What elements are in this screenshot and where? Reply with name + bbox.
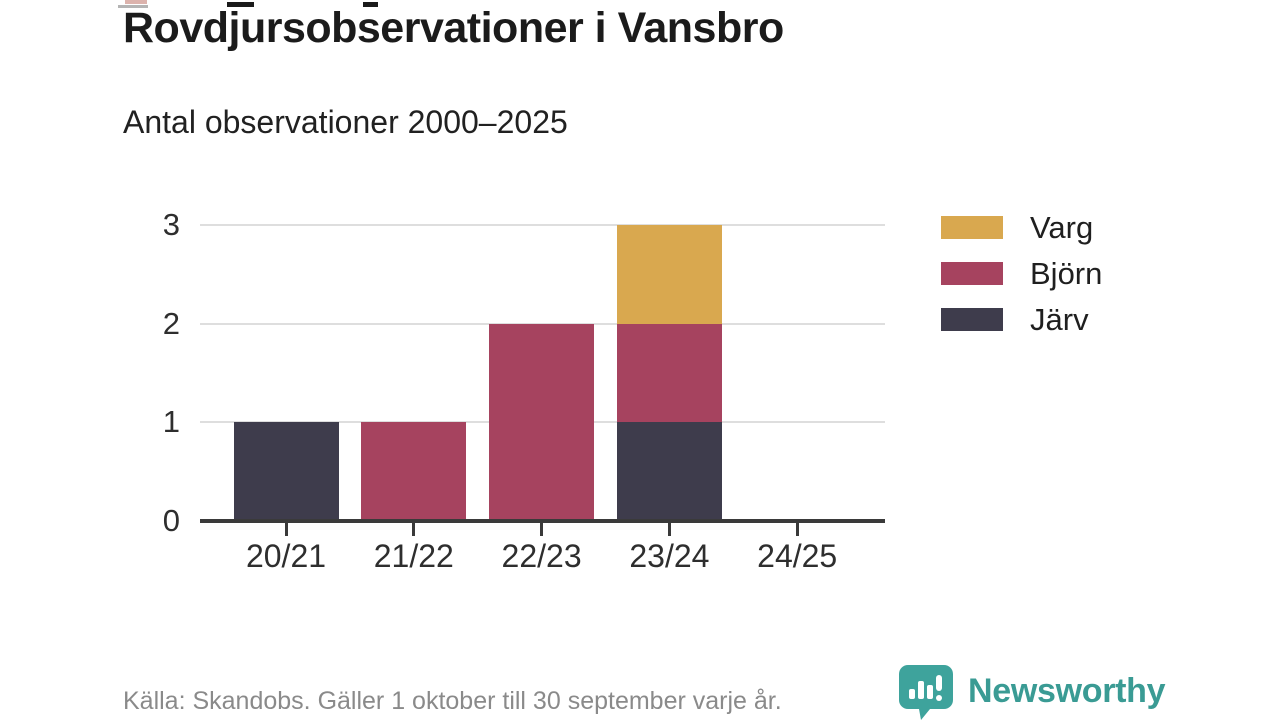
x-label-24-25: 24/25 bbox=[757, 538, 838, 574]
chart-title: Rovdjursobservationer i Vansbro bbox=[123, 4, 784, 52]
legend-item-björn: Björn bbox=[941, 258, 1102, 289]
y-label-3: 3 bbox=[162, 207, 180, 242]
bar-23-24-björn bbox=[616, 323, 722, 423]
brand-name: Newsworthy bbox=[968, 672, 1166, 710]
x-tick-24-25 bbox=[795, 523, 799, 536]
legend-swatch-björn bbox=[941, 262, 1003, 285]
x-axis-line bbox=[200, 519, 885, 523]
x-label-22-23: 22/23 bbox=[501, 538, 582, 574]
screenshot-edge-artifact bbox=[227, 2, 254, 7]
legend-item-varg: Varg bbox=[941, 212, 1102, 243]
x-tick-21-22 bbox=[412, 523, 416, 536]
legend-swatch-järv bbox=[941, 308, 1003, 331]
screenshot-edge-artifact bbox=[363, 2, 378, 7]
newsworthy-logo-icon bbox=[897, 663, 957, 720]
legend: Varg Björn Järv bbox=[941, 212, 1102, 354]
x-label-21-22: 21/22 bbox=[373, 538, 454, 574]
bar-20-21-järv bbox=[233, 422, 339, 521]
y-label-2: 2 bbox=[162, 305, 180, 341]
y-axis: 0 1 2 3 bbox=[125, 207, 185, 538]
bar-23-24-varg bbox=[616, 225, 722, 324]
y-label-1: 1 bbox=[162, 404, 180, 440]
bar-22-23-björn bbox=[489, 323, 595, 521]
y-label-0: 0 bbox=[162, 503, 180, 538]
branding: Newsworthy bbox=[897, 663, 1166, 720]
screenshot-edge-artifact bbox=[118, 5, 148, 8]
screenshot-edge-artifact bbox=[125, 0, 147, 4]
x-tick-22-23 bbox=[540, 523, 544, 536]
source-note: Källa: Skandobs. Gäller 1 oktober till 3… bbox=[123, 687, 782, 715]
legend-swatch-varg bbox=[941, 216, 1003, 239]
plot-area: 20/21 21/22 22/23 23/24 24/25 bbox=[200, 224, 885, 574]
gridline-3 bbox=[200, 224, 885, 226]
legend-item-järv: Järv bbox=[941, 304, 1102, 335]
bar-21-22-björn bbox=[361, 422, 467, 521]
legend-label-varg: Varg bbox=[1030, 210, 1094, 245]
x-label-20-21: 20/21 bbox=[245, 538, 327, 574]
x-tick-20-21 bbox=[284, 523, 288, 536]
x-label-23-24: 23/24 bbox=[629, 538, 710, 574]
legend-label-björn: Björn bbox=[1030, 256, 1103, 291]
legend-label-järv: Järv bbox=[1030, 302, 1089, 337]
chart-subtitle: Antal observationer 2000–2025 bbox=[123, 104, 568, 140]
x-tick-23-24 bbox=[667, 523, 671, 536]
bar-23-24-järv bbox=[616, 422, 722, 521]
